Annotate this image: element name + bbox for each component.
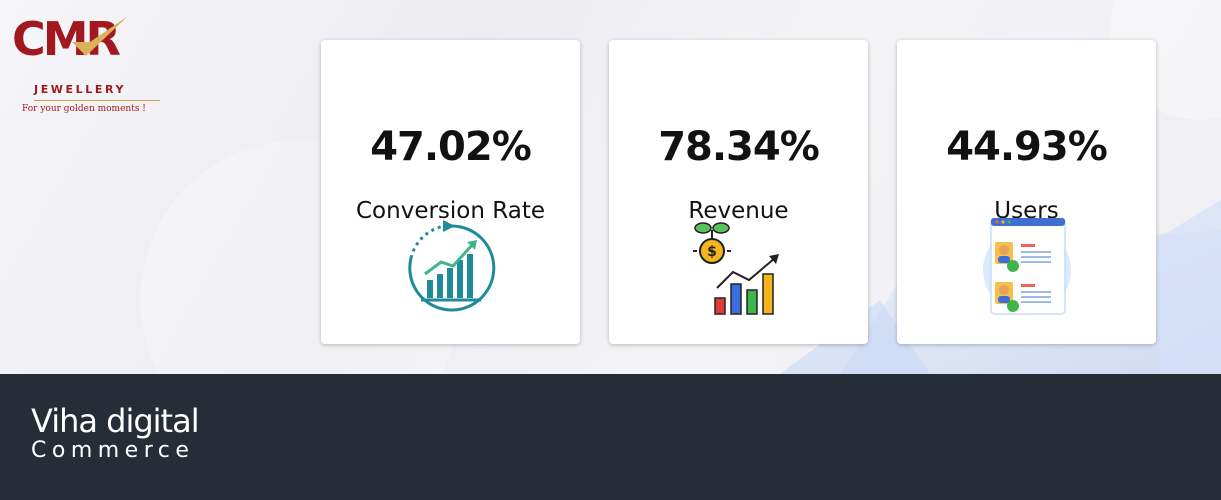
logo-subtitle: JEWELLERY (34, 83, 127, 96)
stat-value: 78.34% (658, 124, 820, 170)
cmr-logo[interactable]: CMR JEWELLERY For your golden moments ! (12, 16, 162, 121)
stat-card-conversion-rate: 47.02% Conversion Rate (321, 40, 580, 344)
logo-check-mark (72, 16, 128, 56)
footer-bar (0, 374, 1221, 500)
stat-card-revenue: 78.34% Revenue $ (609, 40, 868, 344)
stat-value: 47.02% (370, 124, 532, 170)
stat-label: Revenue (688, 198, 789, 224)
revenue-chart-icon: $ (692, 222, 779, 315)
brand-line-2: Commerce (31, 438, 195, 463)
stat-label: Conversion Rate (356, 198, 545, 224)
users-profile-icon (982, 218, 1071, 315)
viha-digital-commerce-logo[interactable]: Viha digital Commerce (31, 402, 200, 463)
growth-chart-icon (407, 220, 495, 312)
stat-value: 44.93% (946, 124, 1108, 170)
logo-tagline: For your golden moments ! (22, 104, 146, 114)
brand-line-1: Viha digital (31, 402, 200, 440)
svg-text:$: $ (707, 244, 717, 260)
stat-card-users: 44.93% Users (897, 40, 1156, 344)
logo-divider (34, 100, 160, 101)
